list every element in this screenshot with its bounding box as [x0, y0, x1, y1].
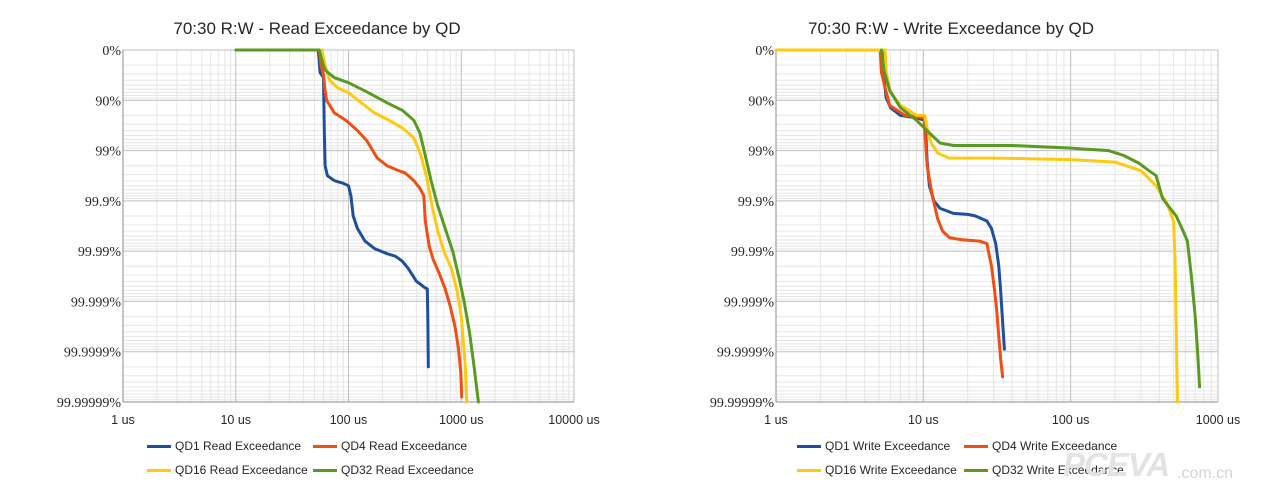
x-tick-label: 1 us: [764, 413, 788, 427]
legend-label: QD1 Write Exceedance: [825, 439, 951, 453]
legend-swatch: [313, 444, 337, 448]
y-tick-label: 99.99%: [731, 245, 775, 260]
y-tick-label: 99%: [748, 145, 774, 160]
legend-swatch: [313, 468, 337, 472]
x-tick-label: 1 us: [111, 413, 135, 427]
legend-label: QD1 Read Exceedance: [175, 439, 302, 453]
series-line-3: [320, 48, 469, 404]
y-tick-label: 99.99999%: [57, 396, 122, 411]
y-tick-label: 99.99%: [78, 245, 122, 260]
y-tick-label: 0%: [755, 44, 774, 59]
gridlines: [775, 49, 1219, 403]
series-line-1: [316, 48, 430, 369]
legend-item-qd32-read: QD32 Read Exceedance: [313, 463, 474, 477]
legend-swatch: [147, 444, 171, 448]
y-tick-label: 99.9999%: [64, 346, 122, 361]
legend-item-qd1-read: QD1 Read Exceedance: [147, 439, 301, 453]
legend-swatch: [797, 468, 821, 472]
legend-label: QD4 Write Exceedance: [992, 439, 1118, 453]
y-tick-label: 99.9%: [85, 195, 122, 210]
legend-item-qd16-read: QD16 Read Exceedance: [147, 463, 308, 477]
legend-item-qd4-write: QD4 Write Exceedance: [964, 439, 1117, 453]
watermark-logo: PCEVA: [1063, 446, 1170, 483]
y-tick-label: 99%: [95, 145, 121, 160]
x-tick-label: 10 us: [220, 413, 251, 427]
write-exceedance-chart: 70:30 R:W - Write Exceedance by QD 1 us 1…: [634, 0, 1268, 489]
chart-title: 70:30 R:W - Read Exceedance by QD: [173, 19, 461, 38]
read-exceedance-plot: 1 us 10 us 100 us 1000 us 10000 us 0% 90% 99% 99…: [57, 44, 600, 427]
series-line-2: [878, 48, 1005, 379]
legend-swatch: [964, 444, 988, 448]
watermark-domain: .com.cn: [1177, 465, 1234, 482]
legend-swatch: [797, 444, 821, 448]
read-exceedance-chart: 70:30 R:W - Read Exceedance by QD 1 us 10…: [57, 19, 600, 477]
y-tick-label: 90%: [95, 94, 121, 109]
legend-item-qd1-write: QD1 Write Exceedance: [797, 439, 950, 453]
legend-swatch: [964, 468, 988, 472]
series-line-1: [881, 48, 1006, 351]
series-line-2: [317, 48, 464, 399]
chart-title: 70:30 R:W - Write Exceedance by QD: [808, 19, 1094, 38]
legend-swatch: [147, 468, 171, 472]
legend-item-qd16-write: QD16 Write Exceedance: [797, 463, 957, 477]
y-tick-label: 99.9%: [738, 195, 775, 210]
series-line-4: [234, 48, 480, 404]
legend-item-qd4-read: QD4 Read Exceedance: [313, 439, 467, 453]
write-exceedance-plot: 1 us 10 us 100 us 1000 us 0% 90% 99% 99.9% 99.99…: [710, 44, 1240, 427]
y-tick-label: 99.999%: [71, 295, 122, 310]
x-tick-label: 1000 us: [439, 413, 483, 427]
legend-item-qd32-write: QD32 Write Exceedance: [964, 463, 1124, 477]
legend-label: QD4 Read Exceedance: [341, 439, 468, 453]
x-tick-label: 100 us: [1052, 413, 1090, 427]
y-tick-label: 0%: [102, 44, 121, 59]
x-tick-label: 10 us: [908, 413, 939, 427]
x-tick-label: 100 us: [330, 413, 368, 427]
y-tick-label: 99.999%: [724, 295, 775, 310]
x-tick-label: 1000 us: [1196, 413, 1240, 427]
series-line-4: [880, 48, 1202, 389]
gridlines: [122, 49, 575, 403]
legend-label: QD32 Read Exceedance: [341, 463, 474, 477]
legend-label: QD32 Write Exceedance: [992, 463, 1124, 477]
y-tick-label: 90%: [748, 94, 774, 109]
y-tick-label: 99.9999%: [717, 346, 775, 361]
legend-label: QD16 Write Exceedance: [825, 463, 957, 477]
legend-label: QD16 Read Exceedance: [175, 463, 308, 477]
y-tick-label: 99.99999%: [710, 396, 775, 411]
x-tick-label: 10000 us: [548, 413, 599, 427]
